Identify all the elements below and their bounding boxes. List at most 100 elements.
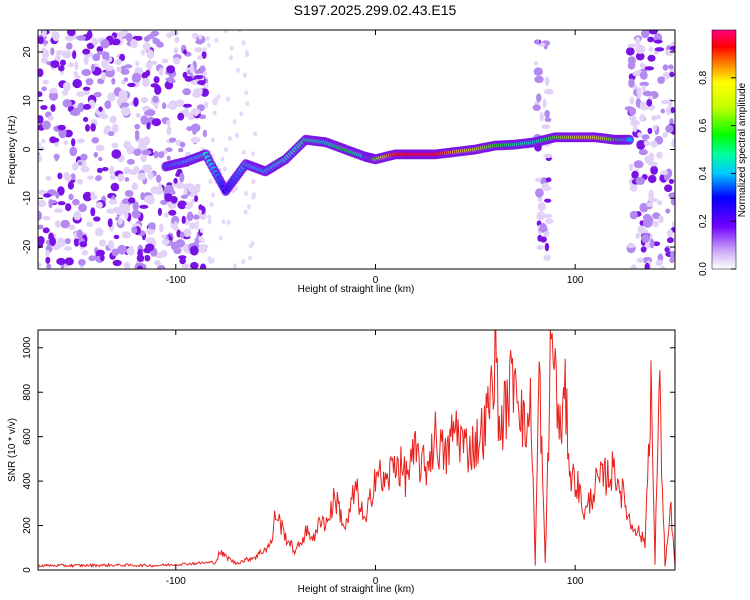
spectrogram-noise-blob: [66, 42, 73, 50]
spectrogram-noise-blob: [660, 265, 666, 269]
spectrogram-noise-blob: [175, 172, 181, 177]
spectrogram-noise-blob: [95, 201, 103, 209]
spectrogram-noise-blob: [157, 264, 166, 269]
spectrogram-noise-blob: [247, 204, 251, 210]
spectrogram-noise-blob: [90, 207, 96, 217]
spectrogram-noise-blob: [213, 100, 218, 106]
spectrogram-noise-blob: [669, 45, 675, 51]
spectrogram-noise-blob: [538, 227, 548, 233]
spectrogram-noise-blob: [41, 30, 47, 38]
spectrogram-noise-blob: [98, 156, 103, 162]
spectrogram-noise-blob: [131, 209, 141, 219]
spectrogram-noise-blob: [99, 113, 109, 120]
spectrogram-noise-blob: [58, 65, 65, 72]
spectrogram-noise-blob: [224, 147, 228, 152]
spectrogram-noise-blob: [42, 227, 50, 234]
spectrogram-x-tick-label: -100: [166, 275, 186, 286]
spectrogram-noise-blob: [112, 259, 122, 267]
spectrogram-noise-blob: [90, 63, 96, 72]
spectrogram-noise-blob: [118, 89, 128, 100]
spectrogram-noise-blob: [635, 232, 640, 239]
colorbar-tick-label: 0.0: [698, 262, 709, 276]
spectrogram-noise-blob: [119, 53, 126, 62]
spectrogram-noise-blob: [168, 137, 177, 143]
spectrogram-noise-blob: [90, 191, 96, 199]
spectrogram-noise-blob: [175, 100, 185, 107]
spectrogram-noise-blob: [639, 202, 649, 213]
spectrogram-noise-blob: [643, 140, 651, 147]
spectrogram-noise-blob: [543, 153, 553, 158]
spectrogram-noise-blob: [669, 257, 675, 264]
spectrogram-noise-blob: [180, 256, 186, 262]
spectrogram-noise-blob: [244, 191, 248, 196]
spectrogram-noise-blob: [110, 182, 120, 192]
spectrogram-noise-blob: [159, 223, 164, 233]
spectrogram-noise-blob: [655, 259, 663, 267]
spectrogram-noise-blob: [192, 127, 197, 135]
spectrogram-noise-blob: [635, 98, 642, 108]
spectrogram-noise-blob: [184, 204, 192, 210]
spectrogram-noise-blob: [77, 138, 85, 144]
spectrogram-noise-blob: [544, 76, 550, 87]
spectrogram-noise-blob: [96, 167, 103, 174]
spectrogram-noise-blob: [145, 195, 155, 205]
spectrogram-noise-blob: [543, 254, 551, 261]
spectrogram-noise-blob: [186, 211, 194, 222]
spectrogram-noise-blob: [121, 231, 132, 239]
spectrogram-noise-blob: [91, 37, 99, 46]
spectrogram-noise-blob: [166, 119, 171, 127]
spectrogram-noise-blob: [224, 30, 228, 34]
spectrogram-noise-blob: [636, 140, 646, 150]
spectrogram-noise-blob: [132, 201, 139, 211]
spectrogram-noise-blob: [38, 236, 45, 245]
spectrogram-noise-blob: [220, 156, 225, 162]
spectrogram-noise-blob: [629, 96, 634, 105]
spectrogram-noise-blob: [181, 215, 186, 224]
spectrogram-noise-blob: [212, 110, 217, 116]
spectrogram-noise-blob: [183, 49, 187, 55]
spectrogram-noise-blob: [629, 115, 637, 121]
spectrogram-noise-blob: [146, 121, 151, 130]
spectrogram-noise-blob: [124, 64, 133, 69]
spectrogram-noise-blob: [111, 77, 116, 85]
spectrogram-noise-blob: [170, 196, 178, 204]
spectrogram-noise-blob: [136, 254, 145, 262]
spectrogram-noise-blob: [57, 201, 66, 206]
spectrogram-noise-blob: [107, 131, 115, 137]
spectrogram-noise-blob: [126, 247, 135, 256]
ridge-point: [626, 137, 633, 143]
spectrogram-noise-blob: [131, 226, 138, 234]
spectrogram-noise-blob: [126, 158, 135, 165]
spectrogram-noise-blob: [241, 259, 246, 265]
spectrogram-noise-blob: [221, 219, 226, 225]
spectrogram-noise-blob: [193, 214, 200, 220]
spectrogram-noise-blob: [108, 165, 115, 176]
spectrogram-noise-blob: [152, 95, 159, 103]
spectrogram-noise-blob: [633, 160, 644, 169]
spectrogram-noise-blob: [670, 106, 675, 114]
spectrogram-noise-blob: [155, 41, 164, 48]
spectrogram-noise-blob: [641, 134, 650, 140]
spectrogram-noise-blob: [65, 203, 72, 212]
spectrogram-noise-blob: [145, 61, 153, 69]
spectrogram-noise-blob: [195, 220, 200, 226]
spectrogram-noise-blob: [535, 177, 542, 182]
spectrogram-noise-blob: [161, 58, 169, 64]
spectrogram-noise-blob: [243, 209, 248, 215]
spectrogram-noise-blob: [42, 120, 51, 130]
spectrogram-noise-blob: [629, 184, 638, 192]
spectrogram-noise-blob: [167, 79, 176, 84]
snr-frame: [37, 329, 676, 571]
spectrogram-noise-blob: [649, 238, 655, 249]
spectrogram-y-tick-label: 20: [22, 46, 33, 58]
spectrogram-noise-blob: [86, 42, 95, 50]
spectrogram-noise-blob: [665, 208, 671, 214]
spectrogram-noise-blob: [50, 104, 56, 112]
spectrogram-noise-blob: [628, 107, 637, 116]
spectrogram-noise-blob: [124, 177, 130, 182]
spectrogram-noise-blob: [116, 31, 127, 37]
spectrogram-noise-blob: [648, 189, 654, 200]
spectrogram-y-tick-label: 10: [22, 95, 33, 107]
spectrogram-noise-blob: [124, 190, 134, 197]
spectrogram-noise-blob: [174, 36, 180, 43]
